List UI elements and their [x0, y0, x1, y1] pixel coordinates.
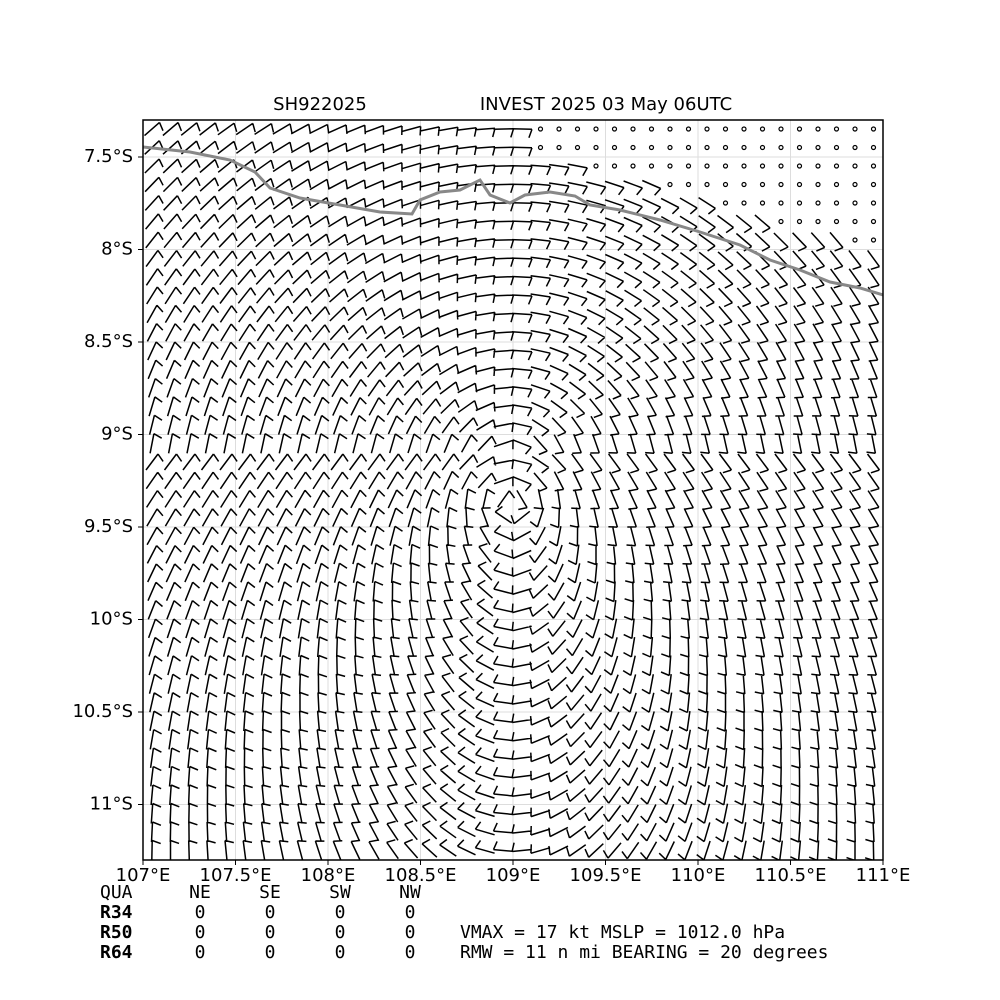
table-cell: 0 [335, 922, 346, 943]
wind-barbs [144, 121, 881, 860]
table-cell: R50 [100, 922, 133, 943]
calm-markers [537, 126, 877, 243]
x-tick-label: 111°E [856, 865, 911, 886]
stats-line: VMAX = 17 kt MSLP = 1012.0 hPa [460, 922, 785, 943]
table-cell: R34 [100, 902, 133, 923]
grid [142, 120, 884, 860]
table-cell: 0 [335, 902, 346, 923]
y-tick-label: 7.5°S [84, 146, 133, 167]
table-cell: 0 [265, 922, 276, 943]
table-cell: 0 [335, 942, 346, 963]
table-cell: 0 [265, 902, 276, 923]
map-title: INVEST 2025 03 May 06UTC [480, 94, 732, 115]
table-cell: 0 [195, 902, 206, 923]
table-cell: 0 [195, 922, 206, 943]
x-tick-label: 110°E [671, 865, 726, 886]
y-tick-label: 11°S [90, 794, 133, 815]
table-header: NW [399, 882, 421, 903]
y-tick-label: 10°S [90, 609, 133, 630]
table-header: QUA [100, 882, 133, 903]
table-header: SW [329, 882, 351, 903]
x-tick-label: 107°E [116, 865, 171, 886]
y-tick-label: 9°S [101, 424, 133, 445]
table-cell: 0 [195, 942, 206, 963]
x-tick-label: 109.5°E [570, 865, 642, 886]
table-cell: 0 [405, 942, 416, 963]
table-header: SE [259, 882, 281, 903]
y-tick-label: 10.5°S [72, 701, 133, 722]
wind-field [144, 121, 881, 860]
x-tick-label: 110.5°E [755, 865, 827, 886]
y-tick-label: 9.5°S [84, 516, 133, 537]
y-tick-label: 8°S [101, 239, 133, 260]
x-tick-label: 108.5°E [385, 865, 457, 886]
axis-ticks: 107°E 107.5°E 108°E 108.5°E 109°E 109.5°E 110°… [72, 146, 910, 886]
stats-line: RMW = 11 n mi BEARING = 20 degrees [460, 942, 828, 963]
table-cell: 0 [405, 902, 416, 923]
storm-id: SH922025 [273, 94, 367, 115]
table-cell: 0 [265, 942, 276, 963]
x-tick-label: 107.5°E [200, 865, 272, 886]
table-cell: R64 [100, 942, 133, 963]
table-cell: 0 [405, 922, 416, 943]
x-tick-label: 109°E [486, 865, 541, 886]
coastline [143, 145, 883, 297]
table-header: NE [189, 882, 211, 903]
x-tick-label: 108°E [301, 865, 356, 886]
y-tick-label: 8.5°S [84, 331, 133, 352]
